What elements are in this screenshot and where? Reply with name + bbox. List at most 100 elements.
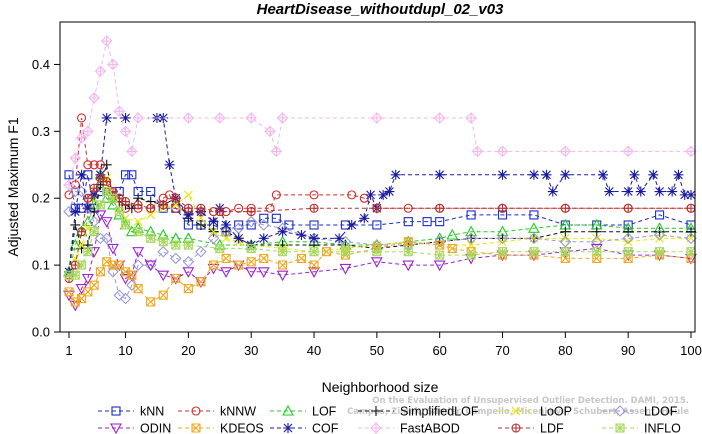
data-point-kdeos — [133, 283, 143, 294]
data-point-cof — [334, 233, 345, 244]
data-point-cof — [497, 169, 508, 180]
data-point-ldof — [126, 279, 138, 291]
data-point-loop — [146, 210, 156, 220]
data-point-inflo — [215, 243, 225, 253]
x-tick-label: 80 — [558, 343, 572, 358]
legend-marker — [110, 423, 122, 434]
legend-marker — [191, 423, 201, 433]
data-point-knnw — [271, 190, 281, 200]
data-point-kdeos — [89, 280, 99, 290]
data-point-ldof — [496, 232, 509, 245]
data-point-odin — [81, 273, 94, 285]
legend-item-fastabod: FastABOD — [358, 422, 460, 434]
data-point-inflo — [70, 270, 80, 280]
data-point-knn — [271, 213, 281, 223]
data-point-simplifiedlof — [686, 226, 696, 237]
legend-marker — [282, 404, 294, 416]
data-point-cof — [208, 216, 219, 227]
data-point-kdeos — [221, 253, 231, 263]
data-point-fastabod — [433, 112, 446, 124]
series-line-knn — [68, 174, 692, 233]
data-point-knn — [466, 210, 476, 220]
data-point-knnw — [347, 190, 357, 200]
data-point-ldof — [113, 289, 126, 301]
axes: 1 10 20 30 40 50 60 70 80 90 100 0.0 0.1 0.2 0.3 0.4 — [32, 21, 702, 358]
data-point-cof — [434, 169, 445, 180]
data-point-kdeos — [146, 297, 156, 307]
legend-item-kdeos: KDEOS — [178, 422, 264, 434]
data-point-ldof — [622, 232, 634, 245]
data-point-kdeos — [64, 287, 74, 297]
x-tick-label: 20 — [181, 343, 195, 358]
data-point-ldf — [309, 203, 319, 213]
plot-area — [63, 35, 697, 312]
data-point-cof — [233, 233, 244, 244]
data-point-loop — [221, 233, 231, 243]
data-point-kdeos — [296, 253, 307, 263]
data-point-knnw — [359, 193, 369, 203]
data-point-odin — [245, 267, 258, 278]
data-point-cof — [604, 186, 615, 197]
data-point-odin — [339, 263, 352, 275]
data-point-odin — [308, 267, 320, 278]
data-point-ldof — [232, 222, 245, 235]
data-point-kdeos — [246, 257, 256, 267]
data-point-loop — [498, 237, 507, 247]
data-point-ldof — [528, 232, 540, 245]
data-point-fastabod — [270, 145, 283, 158]
data-point-fastabod — [88, 92, 100, 104]
x-tick-label: 90 — [621, 343, 635, 358]
data-point-knn — [146, 186, 156, 197]
data-point-inflo — [120, 220, 131, 230]
data-point-cof — [654, 186, 665, 197]
legend-label: KDEOS — [220, 422, 264, 434]
data-point-loop — [623, 237, 633, 247]
data-point-kdeos — [435, 240, 445, 250]
data-point-fastabod — [685, 145, 697, 158]
data-point-ldf — [183, 203, 193, 213]
data-point-ldf — [623, 203, 633, 213]
data-point-kdeos — [234, 260, 244, 270]
legend-item-knnw: kNNW — [178, 405, 256, 419]
data-point-cof — [120, 112, 131, 123]
data-point-loop — [592, 233, 602, 243]
data-point-inflo — [466, 250, 476, 260]
data-point-inflo — [403, 247, 413, 257]
data-point-cof — [390, 169, 401, 180]
data-point-odin — [132, 247, 145, 258]
data-point-loop — [133, 217, 143, 227]
data-point-kdeos — [158, 290, 168, 300]
x-tick-label: 30 — [244, 343, 258, 358]
data-point-ldf — [120, 197, 131, 207]
series-fastabod — [63, 35, 697, 191]
data-point-knn — [246, 220, 256, 230]
legend-item-loop: LoOP — [498, 405, 572, 419]
data-point-fastabod — [559, 145, 572, 158]
legend-marker — [615, 423, 625, 433]
data-point-lof — [446, 228, 459, 240]
data-point-kdeos — [183, 283, 193, 294]
data-point-knn — [234, 220, 244, 230]
data-point-ldof — [107, 266, 119, 278]
chart-title: HeartDisease_withoutdupl_02_v03 — [257, 1, 504, 18]
legend-label: kNNW — [220, 405, 256, 419]
data-point-cof — [686, 189, 696, 200]
legend-label: SimplifiedLOF — [400, 405, 479, 419]
legend-marker — [370, 422, 382, 434]
data-point-ldf — [435, 203, 445, 213]
data-point-lof — [69, 238, 82, 250]
data-point-odin — [433, 260, 446, 272]
data-point-simplifiedlof — [591, 226, 602, 237]
data-point-knn — [372, 220, 382, 230]
data-point-cof — [528, 169, 539, 180]
data-point-fastabod — [471, 145, 484, 158]
data-point-fastabod — [214, 112, 226, 124]
data-point-ldf — [686, 203, 696, 213]
data-point-fastabod — [126, 145, 138, 158]
data-point-odin — [182, 267, 195, 278]
legend-label: FastABOD — [400, 422, 460, 434]
data-point-inflo — [372, 247, 382, 257]
data-point-ldf — [89, 183, 99, 193]
data-point-cof — [365, 189, 376, 200]
data-point-cof — [258, 233, 269, 244]
